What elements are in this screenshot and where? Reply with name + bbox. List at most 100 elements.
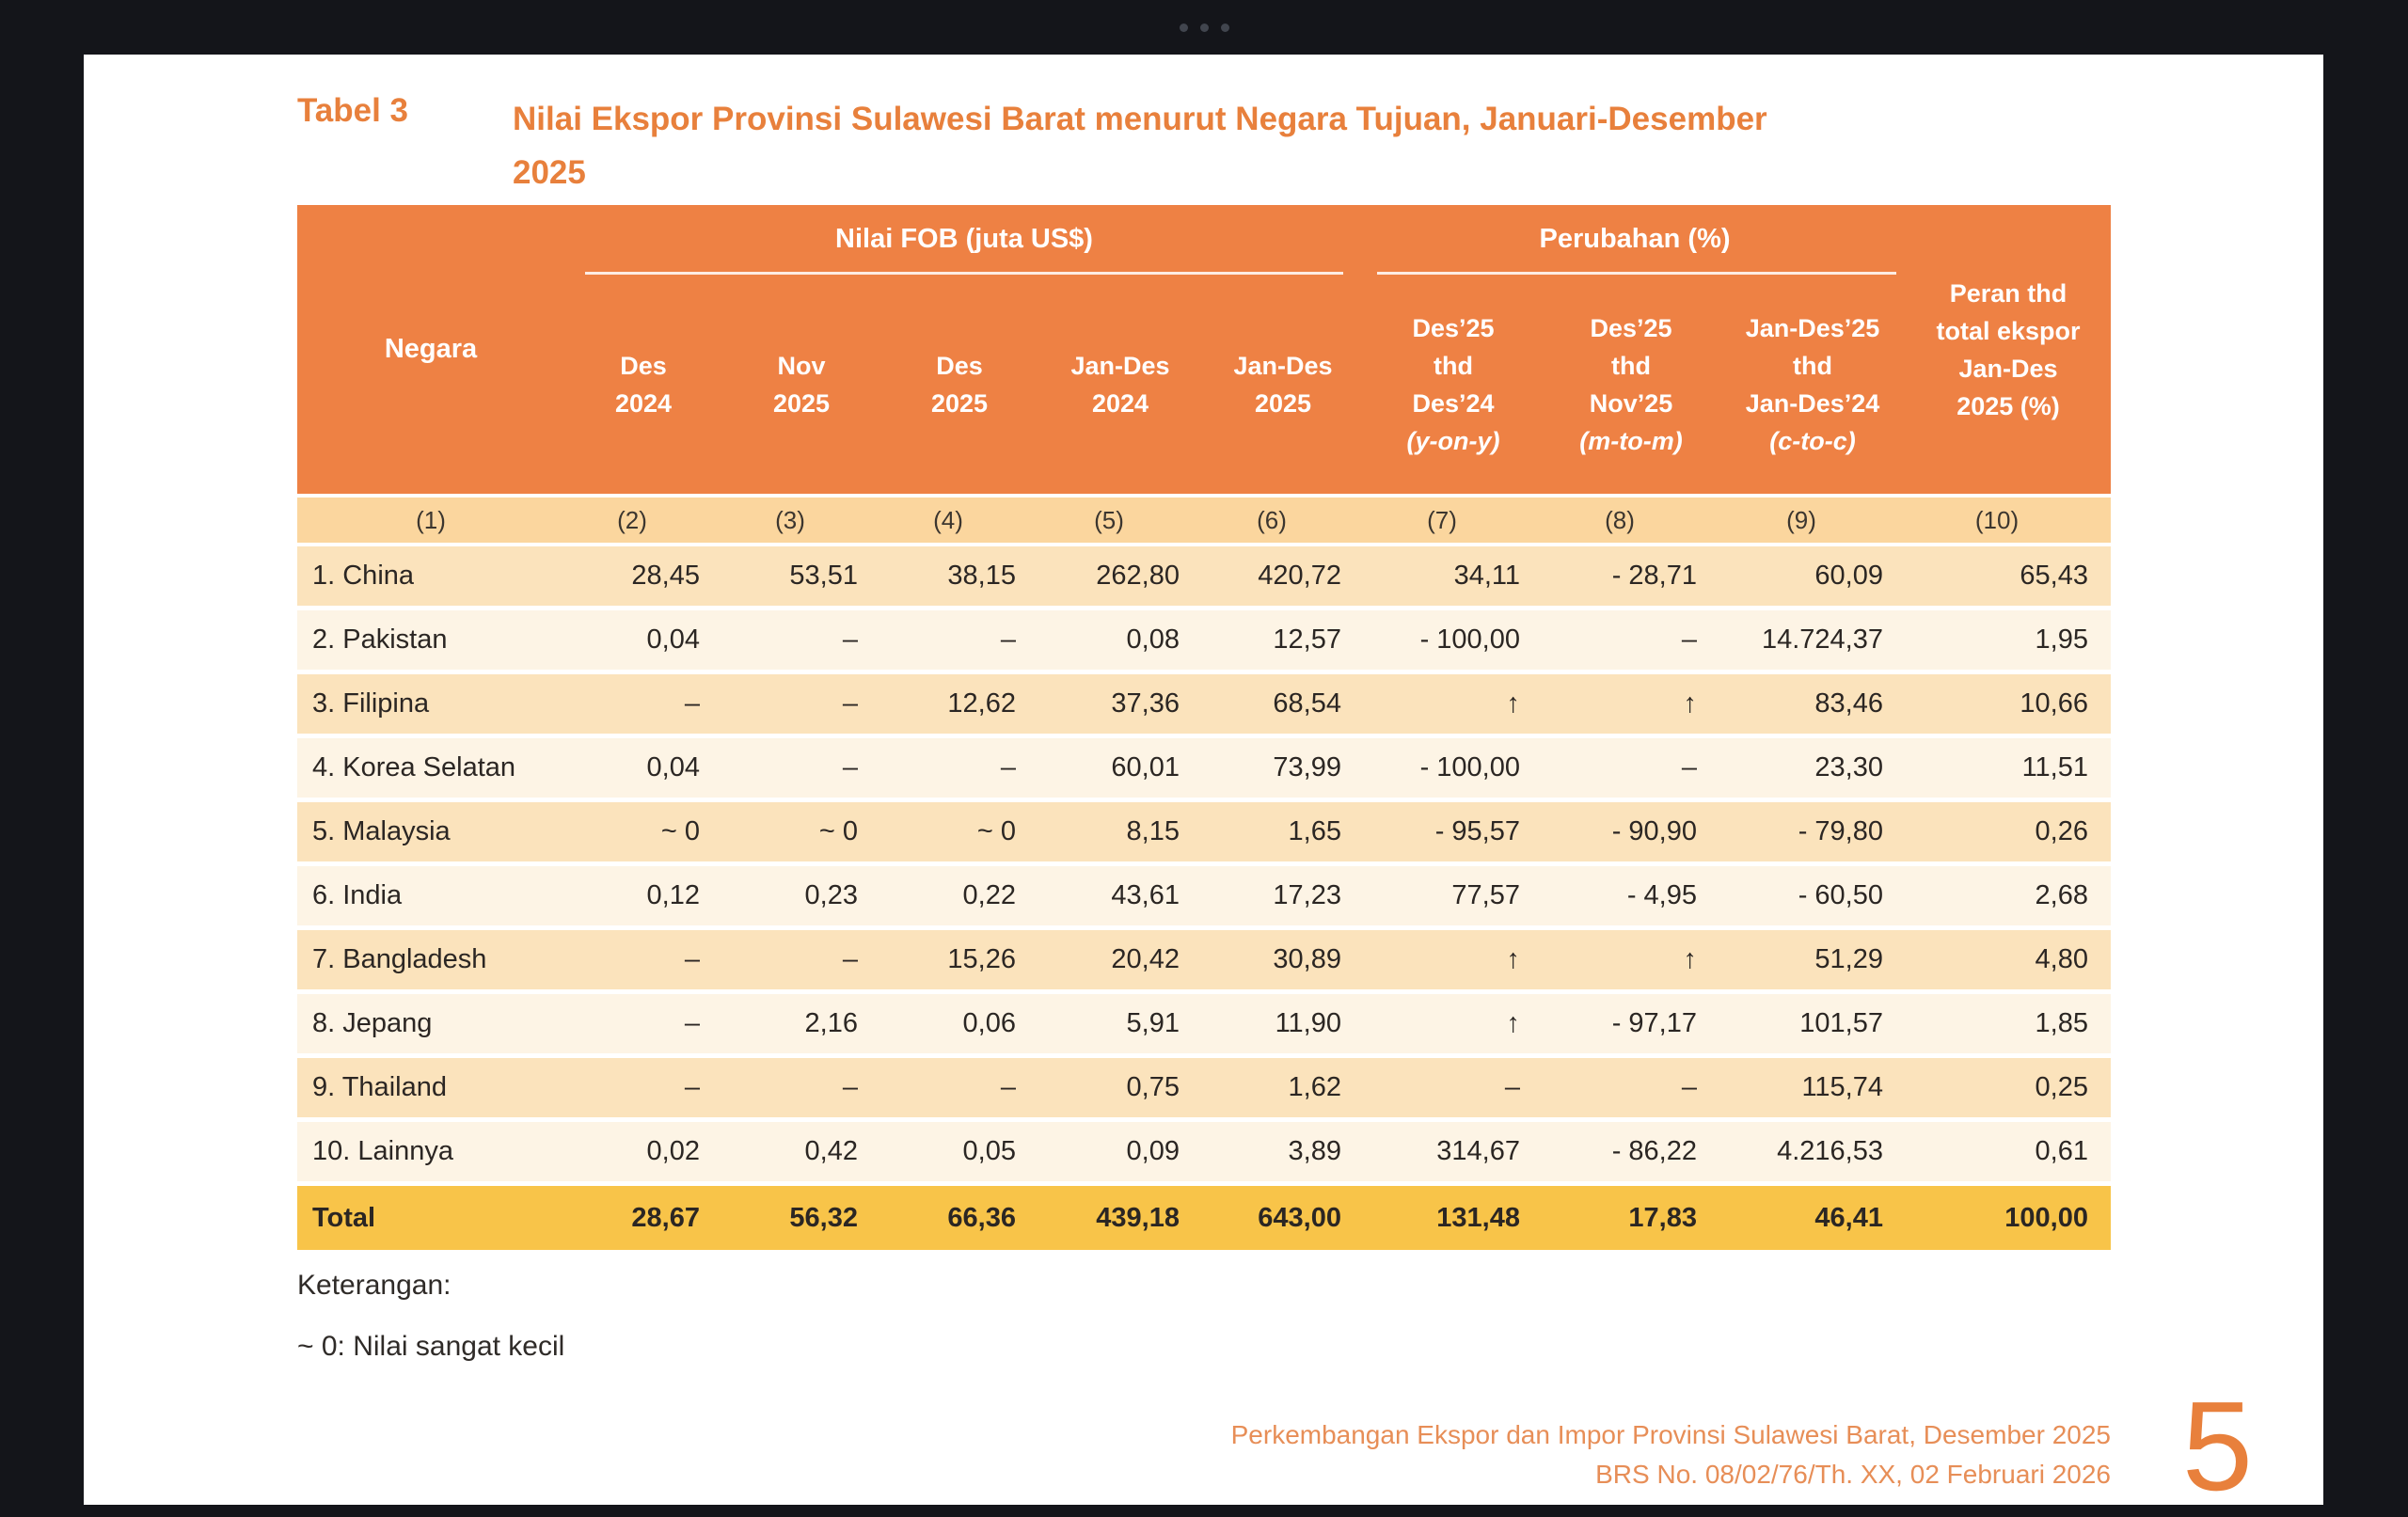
- page-title-line-2: 2025: [513, 154, 586, 191]
- window-menu-ellipsis-icon[interactable]: [1179, 23, 1229, 32]
- country-cell: 9. Thailand: [312, 1072, 447, 1102]
- value-cell: 51,29: [1814, 944, 1883, 974]
- total-value-cell: 439,18: [1096, 1202, 1180, 1233]
- value-cell: - 79,80: [1798, 816, 1883, 846]
- value-cell: –: [684, 688, 700, 719]
- group-underline: [585, 272, 1343, 275]
- value-cell: ~ 0: [818, 816, 858, 846]
- header-line: Jan-Des’25: [1745, 313, 1880, 342]
- value-cell: 314,67: [1436, 1136, 1520, 1166]
- value-cell: –: [842, 944, 858, 974]
- value-cell: - 4,95: [1626, 880, 1697, 910]
- value-cell: 1,65: [1288, 816, 1341, 846]
- header-line: 2024: [1091, 388, 1149, 418]
- value-cell: –: [842, 752, 858, 782]
- column-header-des-2025: Des 2025: [880, 275, 1038, 494]
- value-cell: ↑: [1506, 688, 1521, 719]
- value-cell: 15,26: [947, 944, 1016, 974]
- value-cell: 0,09: [1126, 1136, 1180, 1166]
- value-cell: - 97,17: [1611, 1008, 1697, 1038]
- page-title-line-1: Nilai Ekspor Provinsi Sulawesi Barat men…: [513, 101, 1767, 137]
- header-line: Nov’25: [1589, 388, 1673, 418]
- total-value-cell: 643,00: [1258, 1202, 1341, 1233]
- value-cell: –: [1504, 1072, 1520, 1102]
- notes-line: ~ 0: Nilai sangat kecil: [297, 1331, 565, 1362]
- value-cell: –: [684, 1072, 700, 1102]
- header-line: Des’25: [1590, 313, 1672, 342]
- column-header-negara: Negara: [384, 334, 478, 364]
- column-header-peran: Peran thd total ekspor Jan-Des 2025 (%): [1906, 205, 2111, 494]
- total-value-cell: 66,36: [947, 1202, 1016, 1233]
- value-cell: 43,61: [1111, 880, 1180, 910]
- value-cell: 1,85: [2035, 1008, 2088, 1038]
- value-cell: 0,02: [646, 1136, 700, 1166]
- value-cell: 2,16: [804, 1008, 858, 1038]
- document-footer: Perkembangan Ekspor dan Impor Provinsi S…: [1231, 1415, 2111, 1494]
- header-line: thd: [1611, 351, 1651, 380]
- value-cell: 3,89: [1288, 1136, 1341, 1166]
- column-header-jandes-2025: Jan-Des 2025: [1202, 275, 1364, 494]
- value-cell: 77,57: [1451, 880, 1520, 910]
- value-cell: 420,72: [1258, 561, 1341, 591]
- table-row: 3. Filipina – – 12,62 37,36 68,54 ↑ ↑ 83,46 10,66: [297, 674, 2111, 734]
- header-line: Des: [620, 351, 667, 380]
- value-cell: 28,45: [631, 561, 700, 591]
- country-cell: 7. Bangladesh: [312, 944, 487, 974]
- column-header-nov-2025: Nov 2025: [722, 275, 880, 494]
- value-cell: 0,06: [962, 1008, 1016, 1038]
- value-cell: 0,04: [646, 752, 700, 782]
- value-cell: ↑: [1683, 944, 1698, 974]
- value-cell: 0,22: [962, 880, 1016, 910]
- header-line: Jan-Des: [1233, 351, 1333, 380]
- value-cell: 73,99: [1273, 752, 1341, 782]
- page-number: 5: [2181, 1375, 2253, 1517]
- value-cell: 20,42: [1111, 944, 1180, 974]
- group-underline: [1377, 272, 1896, 275]
- table-row: 9. Thailand – – – 0,75 1,62 – – 115,74 0,25: [297, 1058, 2111, 1117]
- value-cell: 0,05: [962, 1136, 1016, 1166]
- value-cell: 0,12: [646, 880, 700, 910]
- column-number-row: (1) (2) (3) (4) (5) (6) (7) (8) (9) (10): [297, 498, 2111, 543]
- value-cell: 60,01: [1111, 752, 1180, 782]
- column-number: (3): [775, 505, 805, 534]
- value-cell: 60,09: [1814, 561, 1883, 591]
- value-cell: 1,95: [2035, 624, 2088, 655]
- total-value-cell: 28,67: [631, 1202, 700, 1233]
- value-cell: ~ 0: [660, 816, 700, 846]
- ellipsis-dot-icon: [1179, 23, 1188, 32]
- header-line: Des’24: [1412, 388, 1495, 418]
- ellipsis-dot-icon: [1220, 23, 1229, 32]
- value-cell: - 95,57: [1434, 816, 1520, 846]
- value-cell: 83,46: [1814, 688, 1883, 719]
- total-value-cell: 46,41: [1814, 1202, 1883, 1233]
- footer-brs-number: BRS No. 08/02/76/Th. XX, 02 Februari 202…: [1595, 1460, 2111, 1489]
- column-number: (7): [1427, 505, 1457, 534]
- column-number: (10): [1974, 505, 2020, 534]
- value-cell: 0,26: [2035, 816, 2088, 846]
- column-header-ctoc: Jan-Des’25 thd Jan-Des’24 (c-to-c): [1719, 275, 1906, 494]
- value-cell: 68,54: [1273, 688, 1341, 719]
- value-cell: 12,62: [947, 688, 1016, 719]
- value-cell: - 28,71: [1611, 561, 1697, 591]
- value-cell: 34,11: [1453, 561, 1520, 591]
- table-row: 2. Pakistan 0,04 – – 0,08 12,57 - 100,00 – 14.72…: [297, 610, 2111, 670]
- header-line: thd: [1434, 351, 1473, 380]
- column-header-yony: Des’25 thd Des’24 (y-on-y): [1364, 275, 1543, 494]
- country-cell: 6. India: [312, 880, 403, 910]
- header-line: Des: [936, 351, 983, 380]
- table-number-label: Tabel 3: [297, 92, 409, 129]
- country-cell: 10. Lainnya: [312, 1136, 453, 1166]
- header-line: thd: [1793, 351, 1832, 380]
- header-line: Jan-Des: [1958, 354, 2058, 383]
- value-cell: - 60,50: [1798, 880, 1883, 910]
- value-cell: 12,57: [1273, 624, 1341, 655]
- value-cell: ↑: [1683, 688, 1698, 719]
- value-cell: –: [1000, 752, 1016, 782]
- value-cell: 101,57: [1799, 1008, 1883, 1038]
- value-cell: –: [1681, 752, 1697, 782]
- column-header-jandes-2024: Jan-Des 2024: [1038, 275, 1202, 494]
- total-value-cell: 17,83: [1628, 1202, 1697, 1233]
- country-cell: 1. China: [312, 561, 415, 591]
- header-line: (m-to-m): [1579, 426, 1683, 455]
- value-cell: ~ 0: [976, 816, 1016, 846]
